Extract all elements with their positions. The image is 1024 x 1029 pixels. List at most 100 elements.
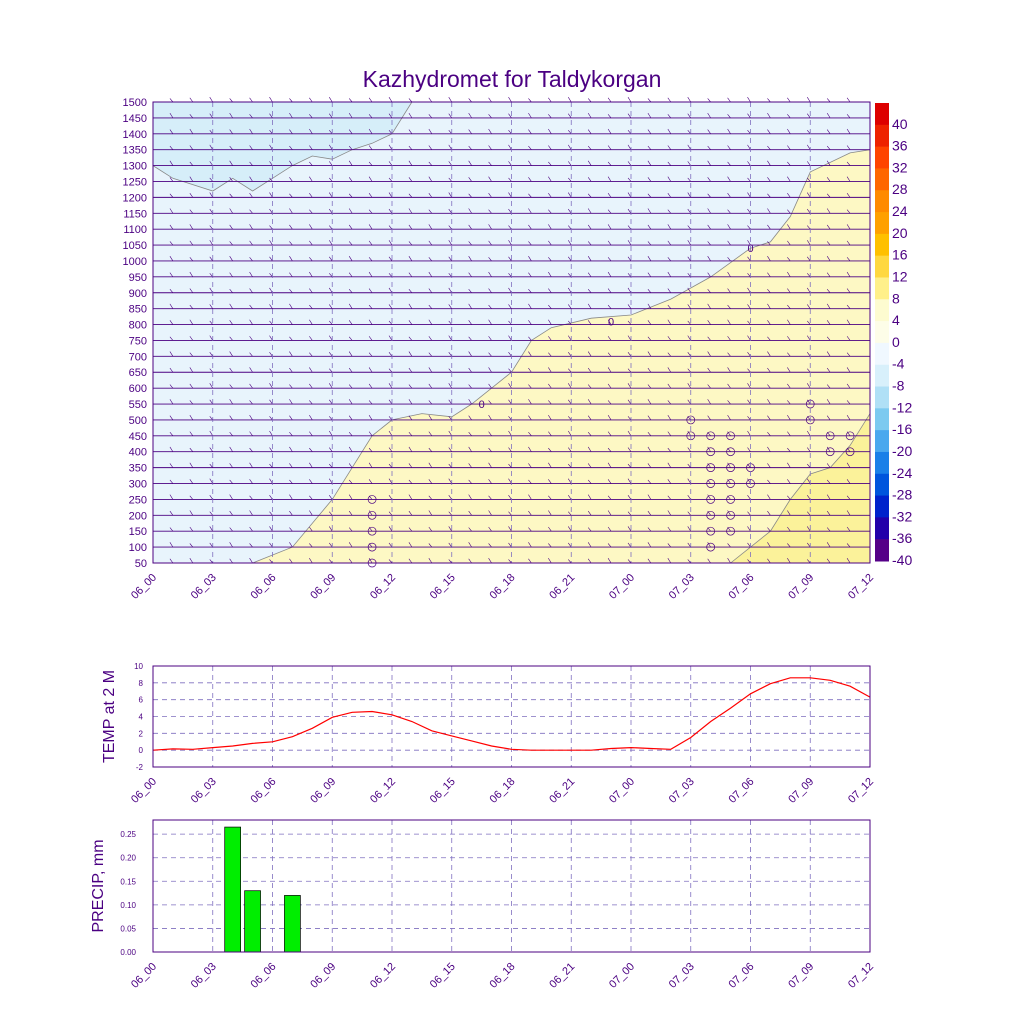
colorbar-swatch	[875, 342, 889, 366]
wind-barb	[229, 527, 233, 532]
wind-barb	[269, 304, 273, 309]
wind-barb	[328, 144, 333, 150]
wind-barb	[368, 558, 373, 564]
wind-barb	[826, 112, 831, 119]
wind-barb	[567, 97, 572, 103]
wind-barb	[169, 384, 174, 389]
wind-barb	[189, 97, 194, 103]
y-tick-label: 450	[129, 431, 147, 443]
wind-barb	[249, 336, 253, 341]
wind-barb	[309, 97, 313, 103]
wind-barb	[587, 558, 592, 564]
x-tick-label: 07_00	[607, 961, 637, 991]
wind-barb	[309, 495, 313, 500]
wind-barb	[607, 224, 612, 230]
wind-barb	[568, 416, 572, 421]
wind-barb	[428, 383, 433, 389]
calm-circle	[706, 510, 716, 520]
wind-barb	[408, 98, 413, 103]
wind-barb	[826, 399, 831, 405]
wind-barb	[348, 510, 353, 516]
y-tick-label: 4	[139, 713, 144, 722]
wind-barb	[348, 193, 353, 198]
wind-barb	[209, 526, 214, 532]
wind-barb	[587, 288, 592, 293]
wind-barb	[249, 209, 253, 214]
wind-barb	[408, 494, 413, 500]
wind-barb	[567, 287, 572, 293]
wind-barb	[269, 177, 273, 182]
y-tick-label: 550	[129, 399, 147, 411]
wind-barb	[468, 463, 472, 468]
wind-barb	[229, 224, 233, 230]
wind-barb	[448, 416, 452, 421]
wind-barb	[209, 416, 213, 421]
wind-barb	[667, 543, 672, 548]
wind-barb	[428, 271, 433, 278]
wind-barb	[727, 209, 731, 214]
wind-barb	[289, 479, 293, 484]
wind-barb	[289, 510, 293, 516]
wind-barb	[826, 320, 831, 325]
wind-barb	[707, 446, 711, 452]
wind-barb	[727, 462, 731, 468]
wind-barb	[329, 177, 333, 182]
wind-barb	[548, 414, 552, 421]
wind-barb	[607, 367, 612, 373]
wind-barb	[846, 271, 851, 278]
wind-barb	[428, 240, 433, 246]
wind-barb	[627, 430, 632, 436]
wind-barb	[348, 479, 353, 484]
wind-barb	[568, 256, 572, 262]
wind-barb	[448, 97, 453, 103]
wind-barb	[209, 559, 213, 564]
wind-barb	[468, 510, 472, 516]
wind-barb	[309, 240, 313, 246]
wind-barb	[428, 400, 433, 405]
wind-barb	[707, 494, 711, 500]
wind-barb	[687, 287, 692, 293]
wind-barb	[767, 415, 771, 421]
wind-barb	[428, 114, 433, 119]
colorbar-swatch	[875, 168, 889, 191]
x-tick-label: 06_03	[189, 776, 219, 806]
wind-barb	[587, 208, 592, 214]
wind-barb	[408, 510, 413, 516]
wind-barb	[189, 336, 194, 341]
wind-barb	[408, 542, 413, 548]
y-tick-label: 0.15	[120, 877, 136, 886]
wind-barb	[707, 112, 711, 119]
wind-barb	[767, 112, 771, 119]
y-tick-label: 750	[129, 335, 147, 347]
wind-barb	[727, 161, 731, 166]
wind-barb	[607, 240, 612, 246]
wind-barb	[707, 558, 711, 564]
wind-barb	[269, 335, 273, 341]
wind-barb	[528, 320, 532, 325]
wind-barb	[388, 287, 393, 293]
wind-barb	[448, 399, 452, 405]
wind-barb	[328, 240, 333, 246]
wind-barb	[209, 208, 213, 214]
wind-barb	[468, 494, 472, 500]
wind-barb	[647, 446, 652, 452]
wind-barb	[627, 478, 632, 484]
wind-barb	[348, 177, 353, 182]
wind-barb	[368, 352, 373, 357]
wind-barb	[309, 383, 313, 389]
wind-barb	[249, 462, 253, 468]
wind-barb	[567, 144, 572, 150]
wind-barb	[707, 193, 711, 198]
wind-barb	[189, 558, 194, 564]
wind-barb	[448, 542, 452, 548]
wind-barb	[189, 383, 194, 389]
wind-barb	[309, 336, 313, 341]
x-tick-label: 06_18	[488, 776, 518, 806]
wind-barb	[568, 208, 572, 214]
wind-barb	[846, 495, 851, 500]
wind-barb	[488, 367, 492, 373]
calm-circle	[367, 510, 377, 520]
wind-barb	[826, 224, 831, 230]
wind-barb	[767, 320, 771, 325]
wind-barb	[229, 98, 233, 103]
